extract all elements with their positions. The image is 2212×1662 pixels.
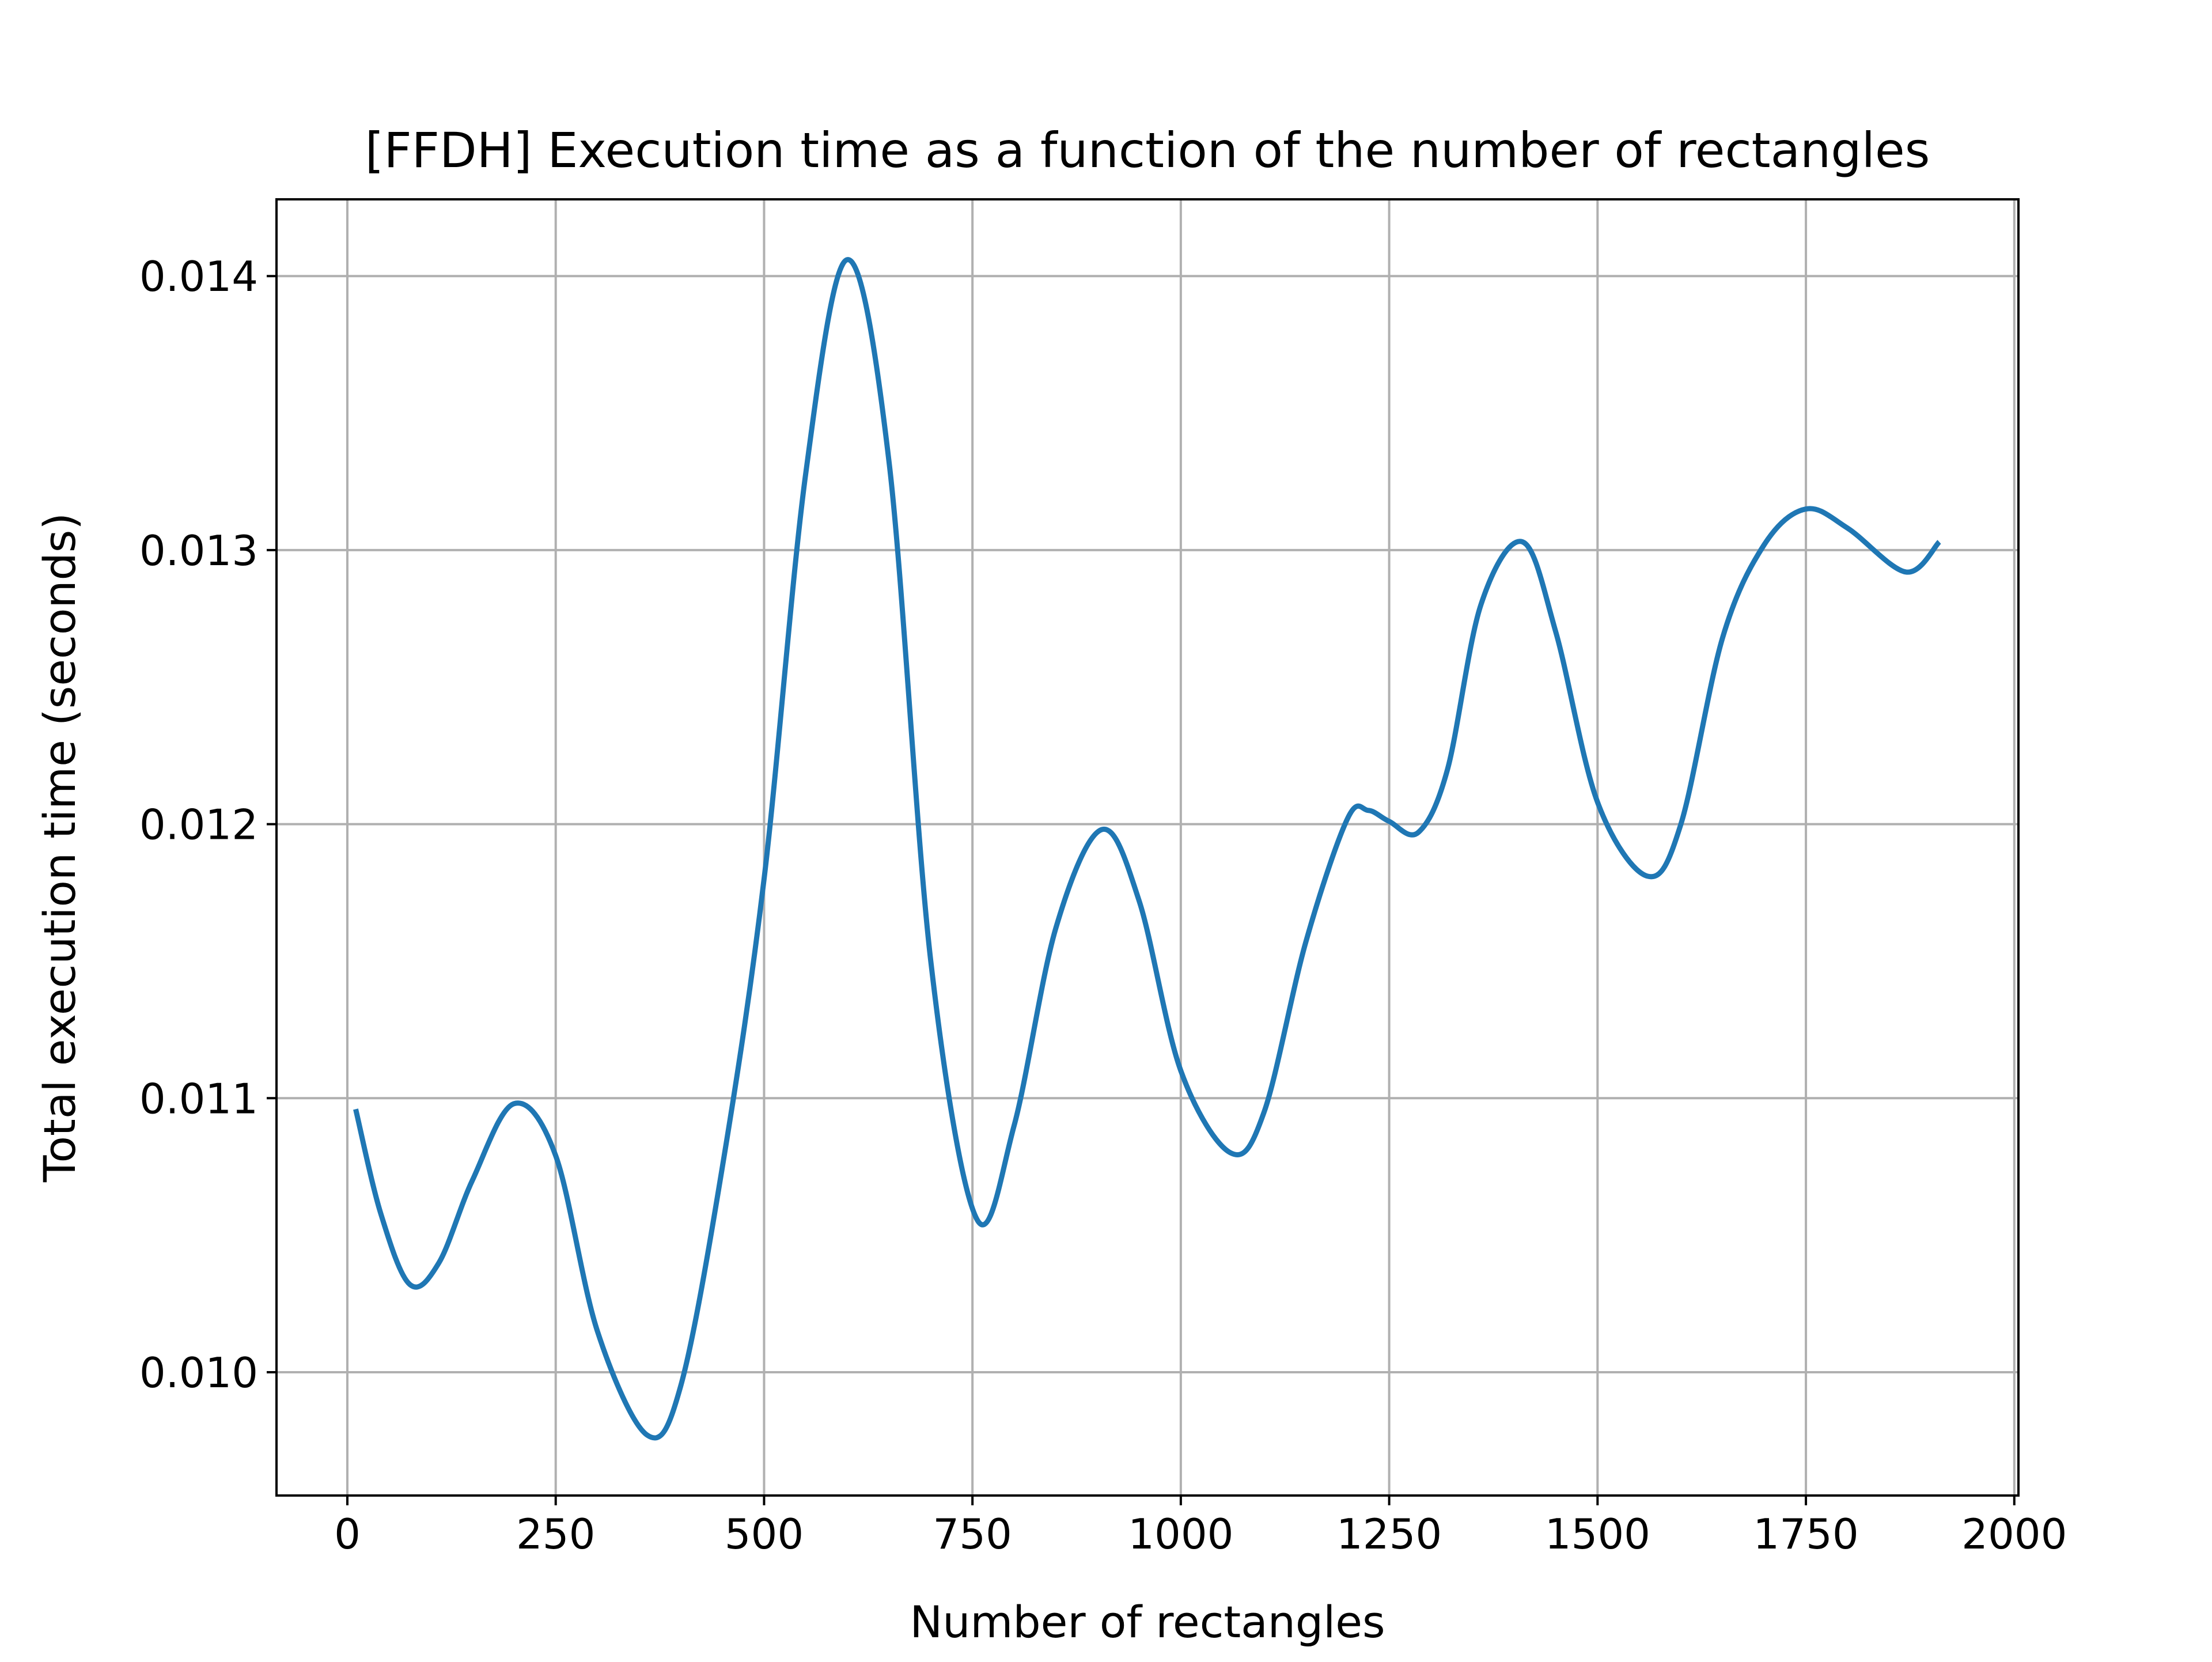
x-tick-label: 2000 [1961, 1510, 2067, 1558]
y-tick-label: 0.011 [139, 1074, 258, 1123]
x-tick-label: 500 [725, 1510, 804, 1558]
series-layer [353, 257, 1941, 1441]
grid-layer [276, 199, 2018, 1496]
x-tick-label: 0 [334, 1510, 361, 1558]
x-axis-label: Number of rectangles [910, 1596, 1385, 1648]
chart-title: [FFDH] Execution time as a function of t… [365, 122, 1930, 179]
y-axis-label: Total execution time (seconds) [34, 513, 85, 1183]
y-tick-label: 0.010 [139, 1349, 258, 1397]
y-tick-label: 0.014 [139, 252, 258, 301]
x-tick-label: 250 [516, 1510, 595, 1558]
x-tick-label: 750 [933, 1510, 1012, 1558]
x-tick-label: 1750 [1753, 1510, 1858, 1558]
x-tick-label: 1000 [1128, 1510, 1233, 1558]
tick-layer: 0 250 500 750 1000 1250 1500 1750 2000 0.010 0.011… [139, 252, 2067, 1558]
x-tick-label: 1250 [1336, 1510, 1442, 1558]
y-tick-label: 0.012 [139, 801, 258, 849]
series-line [353, 257, 1941, 1441]
y-tick-label: 0.013 [139, 527, 258, 575]
plot-frame [275, 198, 2020, 1497]
x-tick-label: 1500 [1545, 1510, 1650, 1558]
